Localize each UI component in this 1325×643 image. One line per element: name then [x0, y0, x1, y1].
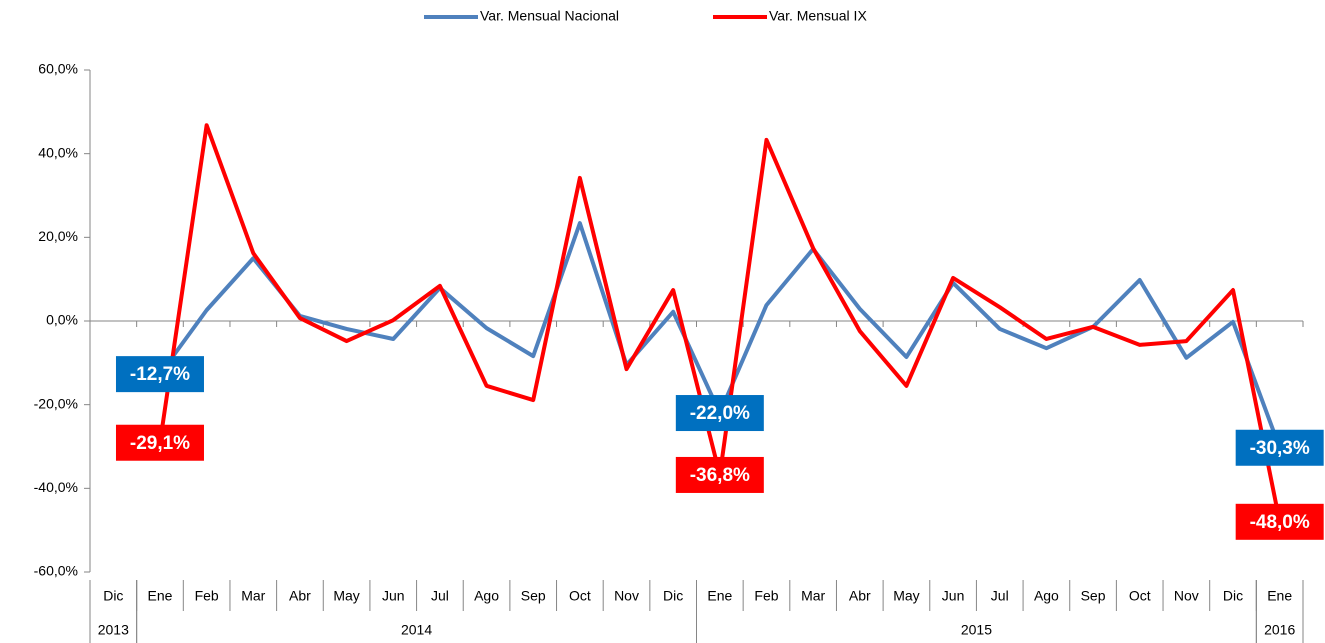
data-label-box: [1235, 429, 1324, 466]
x-tick-label: Jul: [431, 588, 449, 604]
data-label: -29,1%: [130, 433, 190, 454]
y-tick-label: -60,0%: [34, 563, 78, 579]
year-label: 2014: [401, 622, 432, 638]
x-tick-label: Jul: [991, 588, 1009, 604]
data-label: -36,8%: [690, 465, 750, 486]
x-tick-label: Feb: [754, 588, 778, 604]
data-label-box: [1235, 503, 1324, 540]
x-tick-label: Ago: [474, 588, 499, 604]
year-label: 2015: [961, 622, 992, 638]
data-label-box: [115, 424, 204, 461]
x-tick-label: Nov: [614, 588, 639, 604]
x-tick-label: Ene: [148, 588, 173, 604]
x-tick-label: Abr: [849, 588, 871, 604]
y-tick-label: 60,0%: [38, 61, 78, 77]
x-tick-label: Mar: [801, 588, 825, 604]
x-tick-label: Feb: [195, 588, 219, 604]
data-label-box: [675, 456, 764, 493]
x-tick-label: Nov: [1174, 588, 1199, 604]
data-label: -48,0%: [1250, 512, 1310, 533]
year-label: 2016: [1264, 622, 1295, 638]
y-tick-label: 40,0%: [38, 144, 78, 160]
legend-label: Var. Mensual Nacional: [480, 8, 619, 24]
y-tick-label: -20,0%: [34, 395, 78, 411]
y-tick-label: 0,0%: [46, 312, 78, 328]
x-tick-label: Oct: [569, 588, 591, 604]
x-tick-label: Sep: [521, 588, 546, 604]
x-tick-label: Sep: [1081, 588, 1106, 604]
x-tick-label: Ago: [1034, 588, 1059, 604]
x-tick-label: Abr: [289, 588, 311, 604]
data-label-box: [675, 395, 764, 432]
x-tick-label: Dic: [103, 588, 123, 604]
x-tick-label: May: [893, 588, 919, 604]
x-tick-label: Mar: [241, 588, 265, 604]
x-tick-label: Dic: [663, 588, 683, 604]
y-tick-label: -40,0%: [34, 479, 78, 495]
x-tick-label: Oct: [1129, 588, 1151, 604]
legend-label: Var. Mensual IX: [769, 8, 867, 24]
x-tick-label: Jun: [382, 588, 405, 604]
x-tick-label: Ene: [707, 588, 732, 604]
data-label: -22,0%: [690, 403, 750, 424]
data-label: -12,7%: [130, 364, 190, 385]
data-label: -30,3%: [1250, 438, 1310, 459]
data-label-box: [115, 356, 204, 393]
x-tick-label: Dic: [1223, 588, 1243, 604]
x-tick-label: Ene: [1267, 588, 1292, 604]
y-tick-label: 20,0%: [38, 228, 78, 244]
x-tick-label: May: [333, 588, 359, 604]
year-label: 2013: [98, 622, 129, 638]
x-tick-label: Jun: [942, 588, 965, 604]
